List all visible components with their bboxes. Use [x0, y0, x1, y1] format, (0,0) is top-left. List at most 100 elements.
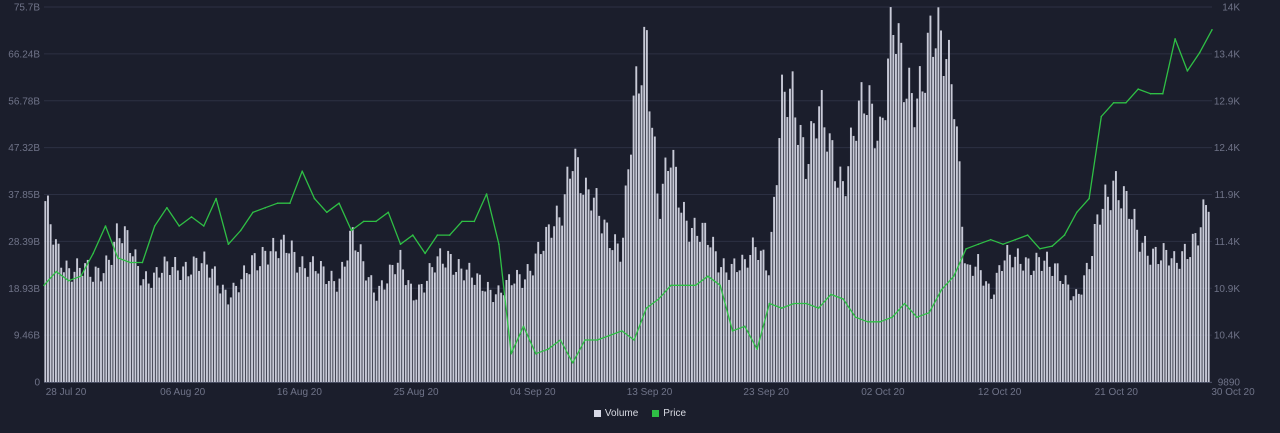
volume-bar — [1072, 296, 1075, 382]
volume-bar — [115, 223, 118, 382]
volume-bar — [306, 276, 309, 382]
price-point — [227, 243, 230, 245]
volume-bar — [100, 281, 102, 382]
price-point — [916, 316, 918, 319]
price-point — [866, 321, 869, 323]
legend-label-volume: Volume — [604, 408, 639, 419]
volume-bar — [388, 264, 391, 382]
volume-bar — [203, 251, 206, 382]
price-point — [793, 302, 795, 305]
volume-bar — [312, 256, 314, 382]
volume-bar — [704, 222, 707, 382]
volume-bar — [897, 23, 900, 382]
volume-bar — [804, 178, 807, 382]
volume-bar — [1128, 218, 1131, 382]
volume-bar — [147, 283, 150, 382]
volume-bar — [942, 76, 945, 382]
volume-bar — [163, 256, 166, 382]
volume-bar — [1149, 264, 1152, 382]
volume-bar — [884, 120, 887, 382]
volume-bar — [598, 215, 601, 382]
price-point — [92, 252, 94, 255]
volume-bar — [1032, 270, 1035, 382]
volume-bar — [492, 302, 495, 382]
volume-bar — [468, 262, 471, 382]
volume-bar — [1202, 199, 1205, 382]
volume-bar — [341, 261, 344, 382]
price-point — [522, 325, 525, 328]
price-point — [166, 206, 168, 209]
price-point — [571, 362, 574, 364]
volume-bar — [693, 217, 696, 382]
y-right-tick-label: 11.4K — [1215, 237, 1241, 248]
volume-bar — [1122, 186, 1125, 382]
volume-bar — [102, 273, 105, 382]
volume-bar — [367, 277, 370, 382]
volume-bar — [701, 222, 704, 382]
volume-bar — [1167, 265, 1170, 382]
volume-bar — [720, 267, 723, 382]
volume-bar — [881, 117, 884, 383]
price-point — [768, 302, 771, 305]
volume-bar — [1067, 284, 1070, 382]
volume-bar — [725, 272, 728, 382]
volume-bar — [105, 255, 108, 382]
volume-bar — [603, 219, 606, 382]
volume-bar — [502, 295, 505, 382]
price-point — [830, 293, 832, 296]
volume-bar — [1008, 254, 1011, 382]
volume-bar — [290, 240, 293, 382]
volume-bar — [632, 95, 635, 382]
volume-bar — [892, 35, 895, 382]
volume-bar — [587, 189, 590, 382]
volume-bar — [62, 272, 65, 382]
volume-bar — [775, 185, 778, 382]
volume-bar — [455, 271, 458, 382]
volume-bar — [828, 133, 831, 382]
legend-item-volume[interactable]: Volume — [593, 408, 639, 419]
volume-bar — [338, 278, 341, 382]
volume-bar — [1016, 248, 1019, 382]
legend-item-price[interactable]: Price — [652, 408, 686, 419]
x-tick-label: 16 Aug 20 — [277, 387, 322, 398]
volume-bar — [1088, 269, 1091, 382]
volume-bar — [174, 257, 177, 382]
volume-bar — [89, 276, 92, 382]
volume-bar — [1133, 208, 1136, 382]
volume-bar — [982, 285, 985, 382]
volume-bar — [142, 279, 145, 382]
price-point — [977, 243, 980, 245]
volume-bar — [354, 250, 357, 382]
volume-bar — [529, 270, 532, 382]
volume-bar — [1114, 171, 1117, 382]
volume-bar — [574, 148, 577, 382]
volume-bar — [926, 32, 929, 382]
volume-bar — [57, 243, 60, 382]
volume-bar — [272, 237, 275, 382]
price-point — [338, 202, 340, 204]
volume-bar — [913, 127, 916, 383]
volume-bar — [1006, 245, 1009, 382]
volume-bar — [253, 253, 256, 382]
volume-bar — [505, 280, 508, 382]
volume-bar — [76, 258, 79, 382]
y-left-tick-label: 18.93B — [8, 284, 40, 295]
volume-bar — [508, 274, 511, 382]
volume-bar — [688, 241, 691, 382]
y-left-tick-label: 0 — [34, 378, 40, 389]
price-point — [756, 348, 758, 351]
volume-bar — [200, 263, 203, 382]
volume-bar — [516, 269, 518, 382]
price-point — [707, 275, 709, 278]
price-line-layer — [43, 29, 1213, 364]
y-right-tick-label: 10.4K — [1214, 331, 1240, 342]
volume-bar — [1051, 275, 1054, 382]
volume-bar — [733, 258, 736, 382]
volume-bar — [1170, 258, 1173, 382]
volume-bar — [834, 181, 836, 382]
volume-bar — [547, 224, 550, 382]
volume-bar — [131, 256, 134, 382]
volume-bar — [1069, 300, 1072, 382]
volume-bar — [137, 266, 140, 382]
volume-bar — [110, 264, 113, 382]
